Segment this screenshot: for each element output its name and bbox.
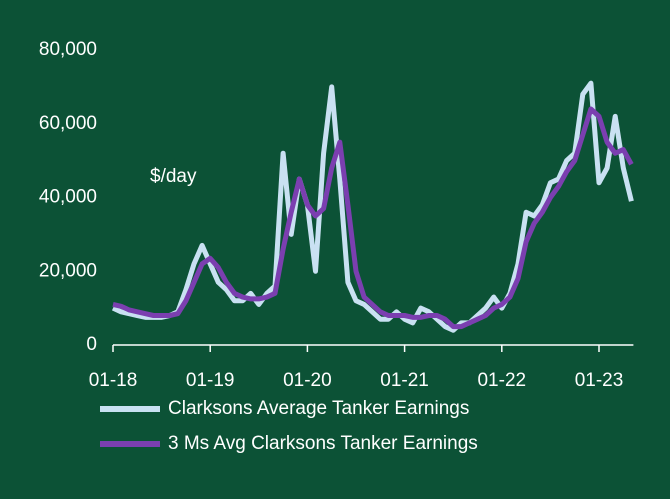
x-tick-label: 01-23 bbox=[575, 370, 624, 391]
x-tick-label: 01-22 bbox=[477, 370, 526, 391]
x-tick-label: 01-19 bbox=[186, 370, 235, 391]
y-tick-label: 80,000 bbox=[39, 39, 97, 60]
legend-label: Clarksons Average Tanker Earnings bbox=[168, 398, 469, 419]
annotation: $/day bbox=[150, 166, 197, 187]
y-tick-label: 0 bbox=[86, 334, 97, 355]
y-tick-label: 60,000 bbox=[39, 113, 97, 134]
x-tick-label: 01-21 bbox=[380, 370, 429, 391]
y-tick-label: 20,000 bbox=[39, 260, 97, 281]
y-tick-label: 40,000 bbox=[39, 187, 97, 208]
series-line bbox=[111, 80, 634, 333]
series-line bbox=[112, 106, 634, 330]
x-tick-label: 01-20 bbox=[283, 370, 332, 391]
legend-label: 3 Ms Avg Clarksons Tanker Earnings bbox=[168, 433, 478, 454]
x-tick-label: 01-18 bbox=[89, 370, 138, 391]
